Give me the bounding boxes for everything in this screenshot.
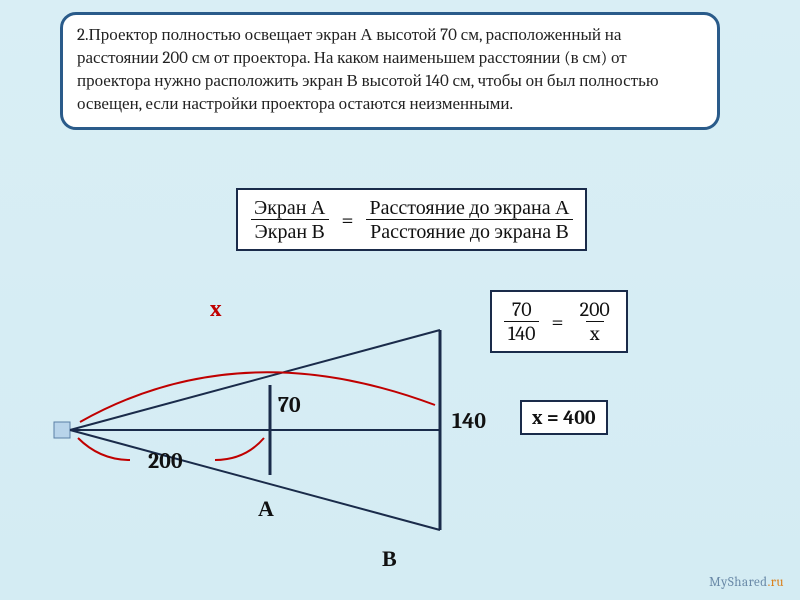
problem-text: 2.Проектор полностью освещает экран А вы… [77,26,659,114]
fraction-screens: Экран А Экран В [250,196,329,243]
logo-text: MyShared [709,575,767,590]
label-x: x [210,296,222,322]
lhs-den: Экран В [251,219,329,243]
projector-icon [54,422,70,438]
formula-numeric: 70 140 = 200 x [490,290,628,353]
cone-top [70,330,440,430]
formula-general: Экран А Экран В = Расстояние до экрана А… [236,188,587,251]
diagram-svg [40,310,500,590]
lhs-den: 140 [504,321,539,345]
arc-200-right [215,438,264,460]
lhs-num: 70 [508,298,536,321]
problem-text-box: 2.Проектор полностью освещает экран А вы… [60,12,720,130]
cone-bottom [70,430,440,530]
answer-text: x = 400 [532,406,596,429]
logo: MyShared.ru [709,575,784,590]
rhs-den: Расстояние до экрана В [366,219,573,243]
logo-accent: .ru [768,575,784,590]
arc-200-left [78,438,130,460]
equals-sign: = [547,309,567,335]
projector-diagram: x 70 140 200 А В [40,310,500,590]
label-70: 70 [278,392,301,418]
label-a: А [258,496,274,522]
fraction-distances: Расстояние до экрана А Расстояние до экр… [366,196,574,243]
answer-box: x = 400 [520,400,608,435]
fraction-lhs: 70 140 [504,298,539,345]
equals-sign: = [337,207,357,233]
rhs-num: 200 [576,298,614,321]
rhs-num: Расстояние до экрана А [366,196,574,219]
rhs-den: x [586,321,604,345]
label-200: 200 [148,448,183,474]
fraction-rhs: 200 x [576,298,614,345]
lhs-num: Экран А [250,196,329,219]
label-140: 140 [452,408,486,434]
label-b: В [382,546,397,572]
